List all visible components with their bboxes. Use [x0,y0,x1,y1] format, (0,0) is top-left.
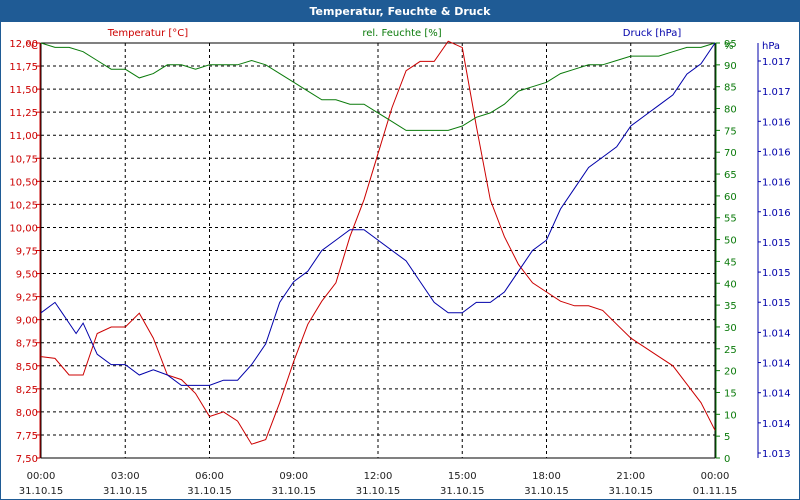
temperature-tick-label: 9,25 [16,293,38,304]
humidity-tick-label: 85 [724,83,737,94]
x-tick-time: 09:00 [279,471,308,482]
humidity-tick-label: 90 [724,61,737,72]
pressure-unit-label: hPa [762,41,780,52]
temperature-tick-label: 8,75 [16,339,38,350]
humidity-tick-label: 20 [724,367,737,378]
x-tick-date: 31.10.15 [187,486,232,497]
pressure-tick-label: 1.016 [762,178,791,189]
pressure-tick-label: 1.015 [762,268,791,279]
humidity-tick-label: 15 [724,388,737,399]
pressure-tick-label: 1.014 [762,389,791,400]
x-tick-time: 00:00 [701,471,730,482]
temperature-tick-label: 8,50 [16,362,38,373]
humidity-tick-label: 10 [724,410,737,421]
grid-lines [41,43,715,458]
plot-border [40,42,716,459]
humidity-tick-label: 40 [724,279,737,290]
x-tick-time: 03:00 [111,471,140,482]
x-tick-time: 21:00 [616,471,645,482]
humidity-tick-label: 80 [724,105,737,116]
series-line-temperature [40,40,716,445]
pressure-tick-label: 1.013 [762,449,791,460]
temperature-tick-label: 10,25 [9,200,38,211]
axes [36,42,761,459]
pressure-tick-label: 1.016 [762,147,791,158]
temperature-tick-label: 10,50 [9,177,38,188]
humidity-tick-label: 5 [724,432,730,443]
x-tick-date: 31.10.15 [608,486,653,497]
humidity-tick-label: 95 [724,39,737,50]
humidity-tick-label: 60 [724,192,737,203]
temperature-tick-label: 11,00 [9,131,38,142]
temperature-tick-label: 11,50 [9,85,38,96]
pressure-tick-label: 1.014 [762,419,791,430]
chart-title: Temperatur, Feuchte & Druck [1,1,799,22]
humidity-tick-label: 55 [724,214,737,225]
temperature-unit-label: °C [26,41,38,52]
x-tick-date: 31.10.15 [356,486,401,497]
pressure-tick-label: 1.016 [762,117,791,128]
pressure-tick-label: 1.017 [762,57,791,68]
x-tick-date: 31.10.15 [524,486,569,497]
series-legend-label: rel. Feuchte [%] [362,28,441,39]
temperature-tick-label: 10,00 [9,223,38,234]
x-tick-date: 31.10.15 [271,486,316,497]
temperature-tick-label: 7,50 [16,454,38,465]
x-tick-time: 12:00 [364,471,393,482]
pressure-tick-label: 1.017 [762,87,791,98]
humidity-tick-label: 50 [724,236,737,247]
temperature-tick-label: 8,25 [16,385,38,396]
humidity-unit-label: % [724,41,734,52]
pressure-tick-label: 1.015 [762,298,791,309]
series-legend-label: Temperatur [°C] [107,28,188,39]
x-tick-date: 31.10.15 [440,486,485,497]
temperature-tick-label: 12,00 [9,39,38,50]
series-legend-label: Druck [hPa] [623,28,682,39]
temperature-tick-label: 9,75 [16,247,38,258]
x-tick-date: 31.10.15 [103,486,148,497]
humidity-tick-label: 75 [724,126,737,137]
humidity-tick-label: 70 [724,148,737,159]
pressure-tick-label: 1.014 [762,359,791,370]
temperature-tick-label: 7,75 [16,431,38,442]
temperature-tick-label: 11,25 [9,108,38,119]
x-tick-time: 15:00 [448,471,477,482]
x-tick-date: 01.11.15 [693,486,738,497]
temperature-tick-label: 11,75 [9,62,38,73]
humidity-tick-label: 25 [724,345,737,356]
humidity-tick-label: 65 [724,170,737,181]
series-line-pressure [40,42,716,386]
humidity-tick-label: 0 [724,454,730,465]
pressure-tick-label: 1.015 [762,238,791,249]
temperature-tick-label: 9,00 [16,316,38,327]
axis-labels: 00:00 31.10.15 03:00 31.10.15 06:00 31.10.15 0… [9,28,790,497]
series-line-humidity [40,42,716,131]
x-tick-time: 00:00 [27,471,56,482]
temperature-tick-label: 10,75 [9,154,38,165]
temperature-tick-label: 9,50 [16,270,38,281]
pressure-tick-label: 1.014 [762,328,791,339]
x-tick-time: 06:00 [195,471,224,482]
humidity-tick-label: 35 [724,301,737,312]
humidity-tick-label: 45 [724,257,737,268]
temperature-tick-label: 8,00 [16,408,38,419]
series-lines [40,40,716,445]
humidity-tick-label: 30 [724,323,737,334]
pressure-tick-label: 1.016 [762,208,791,219]
x-tick-date: 31.10.15 [19,486,64,497]
x-tick-time: 18:00 [532,471,561,482]
